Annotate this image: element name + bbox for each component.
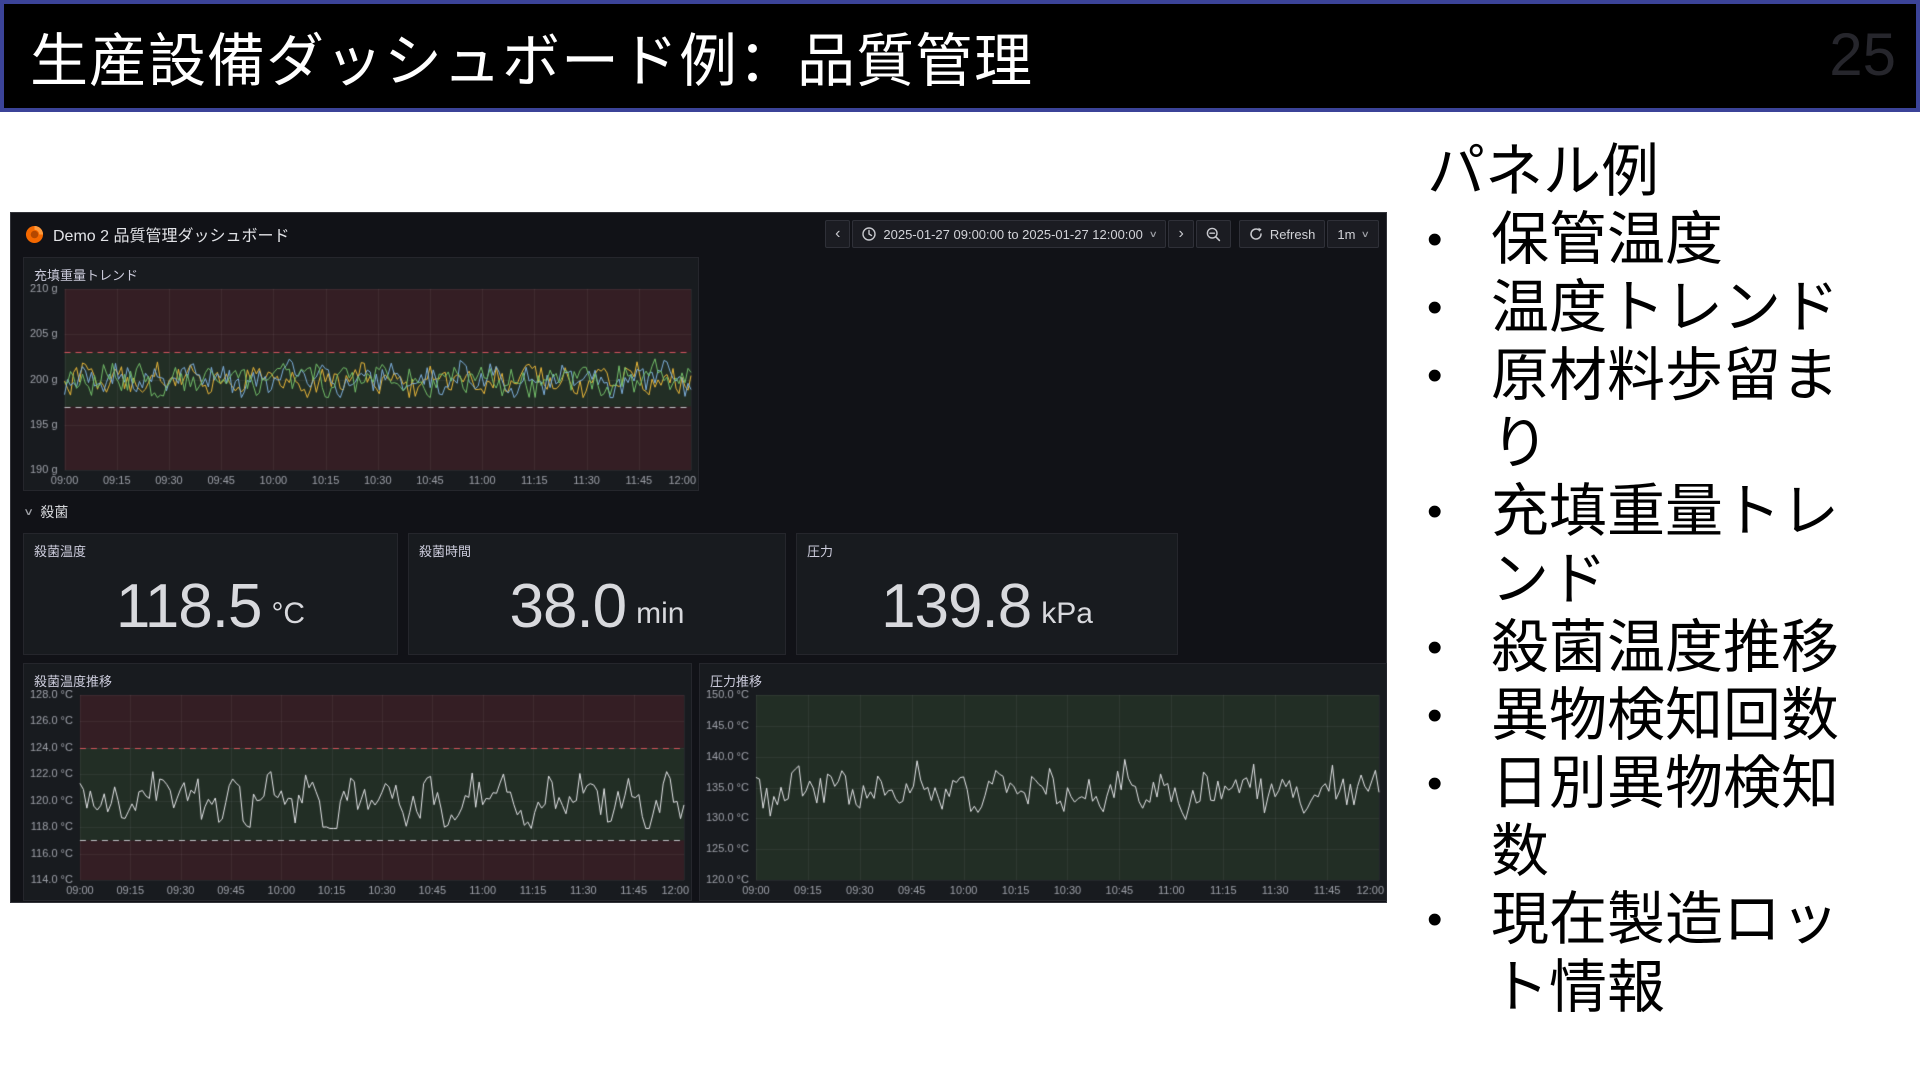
slide-title: 生産設備ダッシュボード例：品質管理 [30,29,1034,94]
stat-title: 殺菌時間 [419,544,472,559]
list-item-label: 原材料歩留まり [1491,343,1840,476]
panel-pressure-history: 圧力推移 [699,663,1387,901]
slide-page-number: 25 [1829,21,1896,89]
list-item: • 保管温度 [1427,206,1920,274]
stat-value-row: 118.5 °C [24,564,397,648]
list-item: • 日別異物検知数 [1427,750,1920,886]
bullet-icon: • [1427,623,1443,672]
time-range-button[interactable]: 2025-01-27 09:00:00 to 2025-01-27 12:00:… [852,220,1167,248]
panel-examples-heading: パネル例 [1427,139,1660,204]
stat-value-row: 38.0 min [409,564,785,648]
bullet-icon: • [1427,351,1443,400]
time-back-button[interactable]: ‹ [825,220,851,248]
stat-panel-sterilization-time: 殺菌時間 38.0 min [408,533,786,655]
panel-title: 充填重量トレンド [34,268,139,283]
refresh-icon [1249,227,1263,241]
list-item: • 異物検知回数 [1427,682,1920,750]
panel-title: 圧力推移 [710,674,763,689]
grafana-dashboard: Demo 2 品質管理ダッシュボード ‹ 2025-01-27 09:00:00… [10,212,1387,903]
refresh-label: Refresh [1269,226,1316,242]
bullet-icon: • [1427,283,1443,332]
panel-sterilization-temp-history: 殺菌温度推移 [23,663,692,901]
time-forward-button[interactable]: › [1168,220,1194,248]
zoom-out-button[interactable] [1195,220,1231,248]
stat-unit: kPa [1041,597,1093,630]
section-label: 殺菌 [40,504,69,520]
chevron-down-icon: ∨ [1361,228,1371,239]
list-item: • 殺菌温度推移 [1427,614,1920,682]
panel-title: 殺菌温度推移 [34,674,113,689]
chevron-down-icon: ∨ [23,506,35,518]
list-item-label: 異物検知回数 [1491,683,1840,748]
panel-examples-list: • 保管温度 • 温度トレンド • 原材料歩留まり • 充填重量トレ ンド • 殺菌温度推移 • 異物検… [1427,206,1920,1022]
list-item: • 現在製造ロッ ト情報 [1427,886,1920,1022]
refresh-button[interactable]: Refresh [1238,220,1326,248]
clock-icon [862,227,877,241]
stat-title: 殺菌温度 [34,544,87,559]
dashboard-title: Demo 2 品質管理ダッシュボード [53,228,290,245]
magnifier-minus-icon [1206,227,1221,242]
bullet-icon: • [1427,759,1443,808]
list-item-label: 温度トレンド [1491,275,1840,340]
dashboard-header: Demo 2 品質管理ダッシュボード [11,213,1386,255]
stat-panel-pressure: 圧力 139.8 kPa [796,533,1178,655]
stat-unit: min [636,597,685,630]
list-item: • 充填重量トレ ンド [1427,478,1920,614]
list-item-label: 日別異物検知数 [1491,751,1840,884]
stat-value-row: 139.8 kPa [797,564,1177,648]
section-toggle-sterilization[interactable]: ∨ 殺菌 [23,502,69,522]
list-item: • 原材料歩留まり [1427,342,1920,478]
time-range-label: 2025-01-27 09:00:00 to 2025-01-27 12:00:… [883,226,1143,242]
bullet-icon: • [1427,895,1443,944]
stat-panel-sterilization-temp: 殺菌温度 118.5 °C [23,533,398,655]
chevron-right-icon: › [1178,225,1184,242]
panel-fill-weight-trend: 充填重量トレンド [23,257,699,491]
list-item-label: 殺菌温度推移 [1491,615,1840,680]
list-item-label: 保管温度 [1491,207,1724,272]
stat-unit: °C [271,597,306,630]
chevron-down-icon: ∨ [1148,228,1158,239]
bullet-icon: • [1427,691,1443,740]
chevron-left-icon: ‹ [835,225,841,242]
fill-weight-trend-chart-canvas[interactable] [25,284,697,489]
list-item: • 温度トレンド [1427,274,1920,342]
refresh-group: Refresh 1m ∨ [1238,220,1379,248]
stat-value: 38.0 [509,571,627,641]
grafana-logo-icon [25,225,44,244]
refresh-interval-dropdown[interactable]: 1m ∨ [1327,220,1379,248]
list-item-label: 充填重量トレ ンド [1491,479,1840,612]
bullet-icon: • [1427,487,1443,536]
stat-value: 118.5 [115,571,263,641]
stat-title: 圧力 [807,544,834,559]
refresh-interval-label: 1m [1337,226,1356,242]
slide-title-bar: 生産設備ダッシュボード例：品質管理 25 [0,0,1920,112]
time-range-group: ‹ 2025-01-27 09:00:00 to 2025-01-27 12:0… [825,220,1231,248]
sterilization-temp-chart-canvas[interactable] [25,690,690,899]
stat-value: 139.8 [881,571,1032,641]
panel-examples-column: パネル例 • 保管温度 • 温度トレンド • 原材料歩留まり • 充填重量トレ ンド • 殺菌温度推… [1427,138,1920,1022]
dashboard-toolbar: ‹ 2025-01-27 09:00:00 to 2025-01-27 12:0… [825,220,1379,248]
bullet-icon: • [1427,215,1443,264]
pressure-chart-canvas[interactable] [701,690,1385,899]
list-item-label: 現在製造ロッ ト情報 [1491,887,1840,1020]
